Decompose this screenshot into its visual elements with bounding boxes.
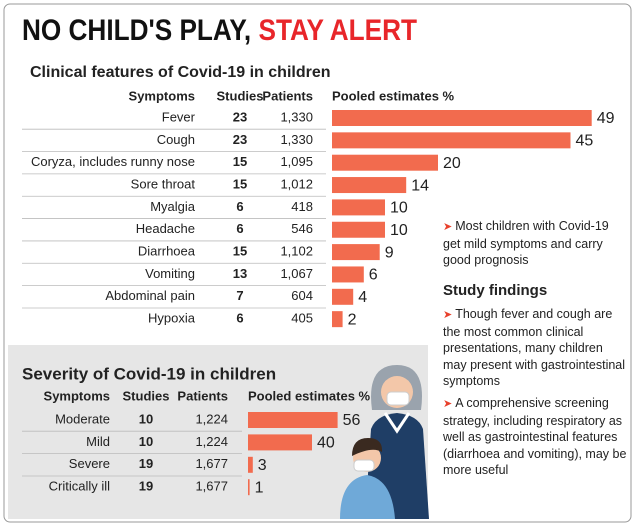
value-label: 2	[348, 311, 357, 328]
patients-value: 1,095	[280, 154, 313, 169]
chart-title: Clinical features of Covid-19 in childre…	[30, 64, 331, 81]
studies-value: 7	[236, 288, 243, 303]
column-header: Symptoms	[44, 388, 110, 403]
summary-text: Most children with Covid-19 get mild sym…	[443, 219, 609, 267]
patients-value: 1,677	[195, 456, 228, 471]
findings-title: Study findings	[443, 282, 548, 299]
value-label: 6	[369, 267, 378, 284]
title-part: STAY ALERT	[258, 14, 417, 47]
bar	[248, 434, 312, 451]
column-header: Pooled estimates %	[332, 88, 455, 103]
column-header: Studies	[217, 88, 264, 103]
category-label: Fever	[162, 109, 196, 124]
value-label: 1	[255, 479, 264, 496]
bar	[332, 132, 571, 149]
studies-value: 6	[236, 221, 243, 236]
patients-value: 1,330	[280, 109, 313, 124]
patients-value: 1,012	[280, 176, 313, 191]
studies-value: 23	[233, 132, 247, 147]
studies-value: 10	[139, 434, 153, 449]
bar	[332, 311, 343, 328]
studies-value: 19	[139, 479, 153, 494]
category-label: Vomiting	[145, 266, 195, 281]
category-label: Hypoxia	[148, 311, 196, 326]
studies-value: 15	[233, 244, 247, 259]
category-label: Diarrhoea	[138, 244, 196, 259]
studies-value: 23	[233, 109, 247, 124]
bar	[332, 288, 354, 305]
studies-value: 15	[233, 176, 247, 191]
column-header: Symptoms	[129, 88, 195, 103]
bar	[332, 266, 364, 283]
value-label: 4	[358, 289, 367, 306]
studies-value: 19	[139, 456, 153, 471]
illustration	[340, 365, 429, 519]
patients-value: 1,102	[280, 244, 313, 259]
category-label: Severe	[69, 456, 110, 471]
value-label: 40	[317, 435, 335, 452]
studies-value: 15	[233, 154, 247, 169]
category-label: Sore throat	[131, 176, 196, 191]
column-header: Patients	[262, 88, 313, 103]
finding-text: A comprehensive screening strategy, incl…	[443, 396, 627, 477]
bar	[332, 199, 385, 216]
bar	[248, 412, 338, 428]
value-label: 45	[576, 133, 594, 150]
studies-value: 10	[139, 411, 153, 426]
finding: ➤ A comprehensive screening strategy, inc…	[443, 396, 627, 477]
patients-value: 1,067	[280, 266, 313, 281]
studies-value: 13	[233, 266, 247, 281]
summary-note: ➤ Most children with Covid-19 get mild sy…	[443, 219, 609, 267]
value-label: 10	[390, 222, 408, 239]
finding-text: Though fever and cough are the most comm…	[443, 307, 626, 388]
bar	[332, 221, 385, 238]
title-part: NO CHILD'S PLAY,	[22, 14, 251, 47]
patients-value: 405	[291, 311, 313, 326]
column-header: Patients	[177, 388, 228, 403]
value-label: 49	[597, 110, 615, 127]
value-label: 3	[258, 457, 267, 474]
category-label: Critically ill	[49, 479, 111, 494]
bar	[332, 244, 380, 261]
main-title: NO CHILD'S PLAY, STAY ALERT	[22, 14, 417, 47]
value-label: 20	[443, 155, 461, 172]
category-label: Moderate	[55, 411, 110, 426]
patients-value: 546	[291, 221, 313, 236]
patients-value: 1,224	[195, 411, 228, 426]
patients-value: 1,677	[195, 479, 228, 494]
category-label: Cough	[157, 132, 195, 147]
category-label: Headache	[136, 221, 195, 236]
value-label: 56	[343, 412, 361, 429]
category-label: Abdominal pain	[105, 288, 195, 303]
value-label: 9	[385, 244, 394, 261]
finding: ➤ Though fever and cough are the most com…	[443, 307, 626, 388]
patients-value: 604	[291, 288, 313, 303]
column-header: Pooled estimates %	[248, 388, 371, 403]
studies-value: 6	[236, 199, 243, 214]
patients-value: 418	[291, 199, 313, 214]
bar	[332, 177, 407, 194]
bar	[332, 154, 438, 171]
studies-value: 6	[236, 311, 243, 326]
bar	[248, 479, 250, 496]
chart-title: Severity of Covid-19 in children	[22, 364, 276, 383]
value-label: 10	[390, 200, 408, 217]
category-label: Mild	[86, 434, 110, 449]
bar	[332, 110, 592, 126]
category-label: Coryza, includes runny nose	[31, 154, 195, 169]
patients-value: 1,224	[195, 434, 228, 449]
value-label: 14	[411, 177, 429, 194]
patients-value: 1,330	[280, 132, 313, 147]
bar	[248, 456, 253, 473]
column-header: Studies	[123, 388, 170, 403]
category-label: Myalgia	[150, 199, 196, 214]
